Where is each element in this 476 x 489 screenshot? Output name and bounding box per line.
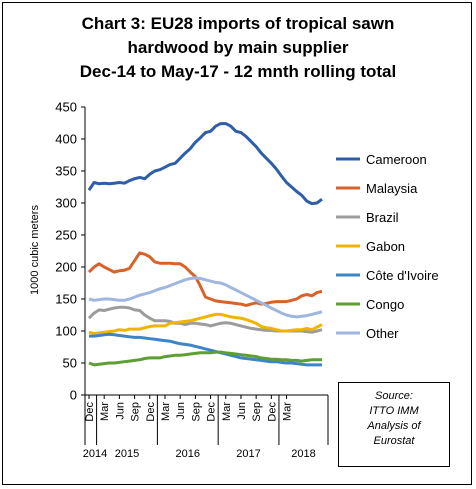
series-line-congo bbox=[88, 350, 322, 367]
source-line-4: Eurostat bbox=[373, 435, 415, 447]
x-tick-label: Jun bbox=[114, 402, 126, 420]
legend-label: Cameroon bbox=[366, 152, 427, 167]
source-line-2: ITTO IMM bbox=[369, 405, 419, 417]
source-line-3: Analysis of bbox=[367, 420, 421, 432]
x-tick-label: Sep bbox=[130, 402, 142, 422]
year-label: 2015 bbox=[115, 448, 139, 460]
y-tick-label: 300 bbox=[55, 196, 77, 211]
x-tick-label: Mar bbox=[160, 402, 172, 421]
series-line-cameroon bbox=[87, 122, 323, 206]
y-tick-label: 350 bbox=[55, 164, 77, 179]
chart-title-line-3: Dec-14 to May-17 - 12 mnth rolling total bbox=[79, 62, 397, 81]
x-tick-label: Mar bbox=[99, 402, 111, 421]
series-line-gabon bbox=[88, 312, 323, 336]
x-tick-label: Mar bbox=[282, 402, 294, 421]
legend-label: Congo bbox=[366, 297, 404, 312]
y-axis: 0 50 100 150 200 250 300 350 400 450 bbox=[55, 100, 86, 403]
x-tick-label: Dec bbox=[84, 402, 96, 422]
series-line-c-te-d-ivoire bbox=[89, 332, 322, 367]
y-axis-label: 1000 cubic meters bbox=[29, 205, 41, 295]
source-note: Source: ITTO IMM Analysis of Eurostat bbox=[338, 382, 450, 467]
legend-label: Côte d'Ivoire bbox=[366, 268, 439, 283]
legend-label: Gabon bbox=[366, 239, 405, 254]
series-line-other bbox=[88, 276, 323, 319]
year-label: 2018 bbox=[291, 448, 315, 460]
x-tick-label: Dec bbox=[266, 402, 278, 422]
x-tick-label: Dec bbox=[145, 402, 157, 422]
x-tick-label: Sep bbox=[190, 402, 202, 422]
series-line-brazil bbox=[87, 305, 323, 334]
y-tick-label: 50 bbox=[63, 356, 77, 371]
x-tick-label: Jun bbox=[236, 402, 248, 420]
chart-title-line-1: Chart 3: EU28 imports of tropical sawn bbox=[81, 14, 395, 33]
series-lines bbox=[87, 122, 323, 367]
y-tick-label: 250 bbox=[55, 228, 77, 243]
legend: Cameroon Malaysia Brazil Gabon Côte d'Ivoire… bbox=[336, 152, 439, 341]
y-tick-label: 400 bbox=[55, 132, 77, 147]
y-tick-label: 450 bbox=[55, 100, 77, 115]
x-tick-label: Jun bbox=[175, 402, 187, 420]
x-tick-label: Sep bbox=[251, 402, 263, 422]
year-label: 2017 bbox=[236, 448, 260, 460]
y-tick-label: 150 bbox=[55, 292, 77, 307]
legend-label: Malaysia bbox=[366, 181, 418, 196]
y-tick-label: 100 bbox=[55, 324, 77, 339]
year-label: 2014 bbox=[83, 448, 107, 460]
legend-label: Other bbox=[366, 326, 399, 341]
x-tick-label: Dec bbox=[206, 402, 218, 422]
series-line-malaysia bbox=[87, 251, 323, 307]
chart-title-line-2: hardwood by main supplier bbox=[127, 38, 349, 57]
y-tick-label: 0 bbox=[70, 388, 77, 403]
legend-label: Brazil bbox=[366, 210, 399, 225]
y-tick-label: 200 bbox=[55, 260, 77, 275]
x-tick-label: Mar bbox=[221, 402, 233, 421]
chart-title: Chart 3: EU28 imports of tropical sawn h… bbox=[0, 12, 476, 84]
year-label: 2016 bbox=[176, 448, 200, 460]
source-line-1: Source: bbox=[375, 390, 413, 402]
x-axis: Dec Mar Jun Sep Dec Mar Jun Sep Dec Mar Jun Sep Dec M… bbox=[83, 394, 329, 460]
